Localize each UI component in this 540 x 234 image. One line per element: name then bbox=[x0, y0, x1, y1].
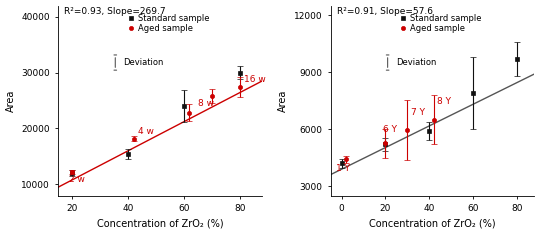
Legend: Standard sample, Aged sample: Standard sample, Aged sample bbox=[127, 14, 209, 33]
Text: 8 Y: 8 Y bbox=[437, 97, 451, 106]
Text: Deviation: Deviation bbox=[124, 58, 164, 67]
Text: 6 Y: 6 Y bbox=[383, 125, 397, 134]
X-axis label: Concentration of ZrO₂ (%): Concentration of ZrO₂ (%) bbox=[97, 219, 224, 228]
Text: 16 w: 16 w bbox=[244, 75, 266, 84]
Text: 1 Y: 1 Y bbox=[336, 164, 350, 173]
Legend: Standard sample, Aged sample: Standard sample, Aged sample bbox=[400, 14, 482, 33]
Text: 2 w: 2 w bbox=[69, 175, 85, 184]
X-axis label: Concentration of ZrO₂ (%): Concentration of ZrO₂ (%) bbox=[369, 219, 496, 228]
Text: R²=0.93, Slope=269.7: R²=0.93, Slope=269.7 bbox=[64, 7, 166, 16]
Text: 7 Y: 7 Y bbox=[410, 108, 424, 117]
Text: Deviation: Deviation bbox=[396, 58, 436, 67]
Y-axis label: Area: Area bbox=[5, 89, 16, 112]
Text: 4 w: 4 w bbox=[138, 127, 154, 136]
Y-axis label: Area: Area bbox=[278, 89, 288, 112]
Text: R²=0.91, Slope=57.6: R²=0.91, Slope=57.6 bbox=[336, 7, 433, 16]
Text: 8 w: 8 w bbox=[198, 99, 214, 108]
